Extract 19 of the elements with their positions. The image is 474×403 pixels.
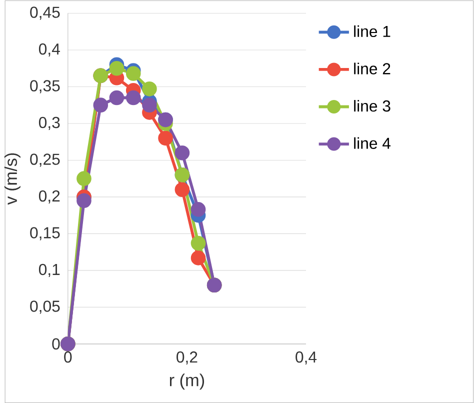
legend-label: line 1 bbox=[354, 25, 390, 37]
y-tick-label: 0 bbox=[52, 338, 60, 350]
y-tick-label: 0,15 bbox=[30, 226, 60, 240]
x-tick-label: 0,4 bbox=[296, 351, 317, 364]
y-tick-label: 0,45 bbox=[30, 6, 60, 20]
y-tick-label: 0,2 bbox=[38, 190, 60, 204]
x-tick-label: 0 bbox=[64, 351, 72, 362]
legend-label: line 2 bbox=[354, 62, 390, 74]
y-tick-label: 0,4 bbox=[38, 43, 60, 56]
y-tick-label: 0,35 bbox=[30, 80, 60, 94]
x-tick-label: 0,2 bbox=[176, 351, 198, 364]
y-tick-label: 0,25 bbox=[30, 153, 60, 167]
y-tick-label: 0,1 bbox=[38, 264, 60, 277]
legend-label: line 4 bbox=[354, 137, 391, 149]
y-axis-title: v (m/s) bbox=[4, 153, 20, 205]
y-tick-label: 0,3 bbox=[38, 116, 60, 130]
y-tick-label: 0,05 bbox=[30, 300, 60, 314]
x-axis-title: r (m) bbox=[170, 373, 204, 390]
legend-label: line 3 bbox=[354, 100, 390, 112]
